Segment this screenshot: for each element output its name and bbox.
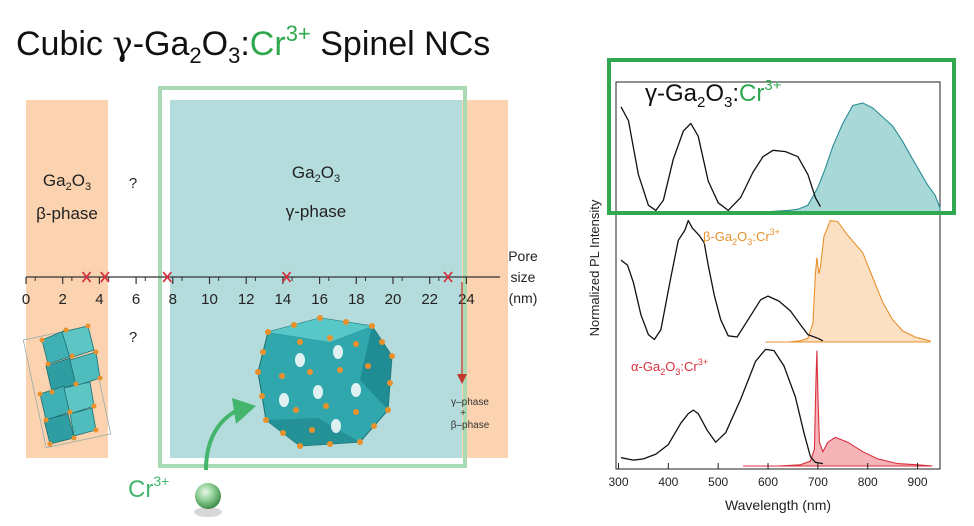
axis-label-size: size [511,269,536,285]
y-axis-label: Normalized PL Intensity [587,199,602,336]
dopant-label: Cr3+ [128,473,169,503]
axis-tick-label: 8 [169,291,177,308]
axis-tick-label: 22 [421,291,438,308]
excitation-spectrum-1 [620,219,824,342]
emission-spectrum-1 [765,219,931,343]
figure-title: Cubic γ-Ga2O3:Cr3+ Spinel NCs [16,21,490,68]
phase-diagram: Ga2O3 β-phase Ga2O3 γ-phase ? ? 0 2 4 6 8 10 1… [22,86,538,517]
mixed-phase-beta: β–phase [451,420,490,431]
x-tick-label: 400 [658,475,678,489]
boundary-x-mark [162,271,172,283]
panel-label-beta: β-Ga2O3:Cr3+ [703,227,780,247]
boundary-x-mark [281,271,292,283]
axis-tick-label: 20 [385,291,402,308]
gamma-phase-label: γ-phase [286,202,346,221]
panel-label-gamma: γ-Ga2O3:Cr3+ [645,77,782,111]
unknown-phase-bottom: ? [129,329,137,346]
mixed-phase-arrowhead [457,374,467,384]
boundary-x-mark [100,271,110,283]
mixed-phase-gamma: γ–phase [451,397,489,408]
x-tick-label: 300 [608,475,628,489]
axis-ticks: 0 2 4 6 8 10 12 14 16 18 20 22 24 [22,277,475,308]
unknown-phase-top: ? [129,175,137,192]
boundary-x-mark [81,271,92,283]
gamma-panel-highlight [607,58,956,215]
x-tick-label: 800 [858,475,878,489]
mixed-phase-plus: + [460,408,466,419]
axis-label-pore: Pore [508,248,538,264]
axis-tick-label: 16 [311,291,328,308]
x-tick-label: 900 [908,475,928,489]
axis-tick-label: 2 [59,291,67,308]
pl-spectra-chart: 300 400 500 600 700 800 900 Wavelength (nm) No… [587,58,956,513]
axis-tick-label: 4 [95,291,103,308]
x-tick-label: 600 [758,475,778,489]
axis-tick-label: 10 [201,291,218,308]
axis-label-unit: (nm) [509,290,538,306]
beta-crystal-structure [22,323,112,449]
axis-tick-label: 12 [238,291,255,308]
cr-ion-sphere [195,483,221,509]
plot-frame [615,81,941,470]
axis-tick-label: 0 [22,291,30,308]
axis-tick-label: 14 [275,291,292,308]
x-axis-ticks: 300 400 500 600 700 800 900 [608,463,928,489]
boundary-marks [81,271,453,283]
gamma-formula: Ga2O3 [292,163,340,185]
axis-tick-label: 18 [348,291,365,308]
boundary-x-mark [443,271,453,283]
emission-spectrum-0 [767,102,941,214]
panel-label-alpha: α-Ga2O3:Cr3+ [631,357,708,377]
axis-tick-label: 24 [458,291,475,308]
excitation-spectrum-2 [620,348,824,465]
x-tick-label: 700 [808,475,828,489]
emission-spectrum-2 [743,350,933,467]
excitation-spectrum-0 [620,106,821,212]
dopant-shadow [194,507,222,517]
mixed-phase-band [462,100,508,458]
gamma-nanocrystal [255,315,395,449]
dopant-arrow [204,408,239,471]
axis-tick-label: 6 [132,291,140,308]
beta-phase-label: β-phase [36,204,98,223]
dopant-arrowhead [232,398,256,424]
beta-formula: Ga2O3 [43,171,91,193]
x-axis-label: Wavelength (nm) [725,497,831,513]
x-tick-label: 500 [708,475,728,489]
